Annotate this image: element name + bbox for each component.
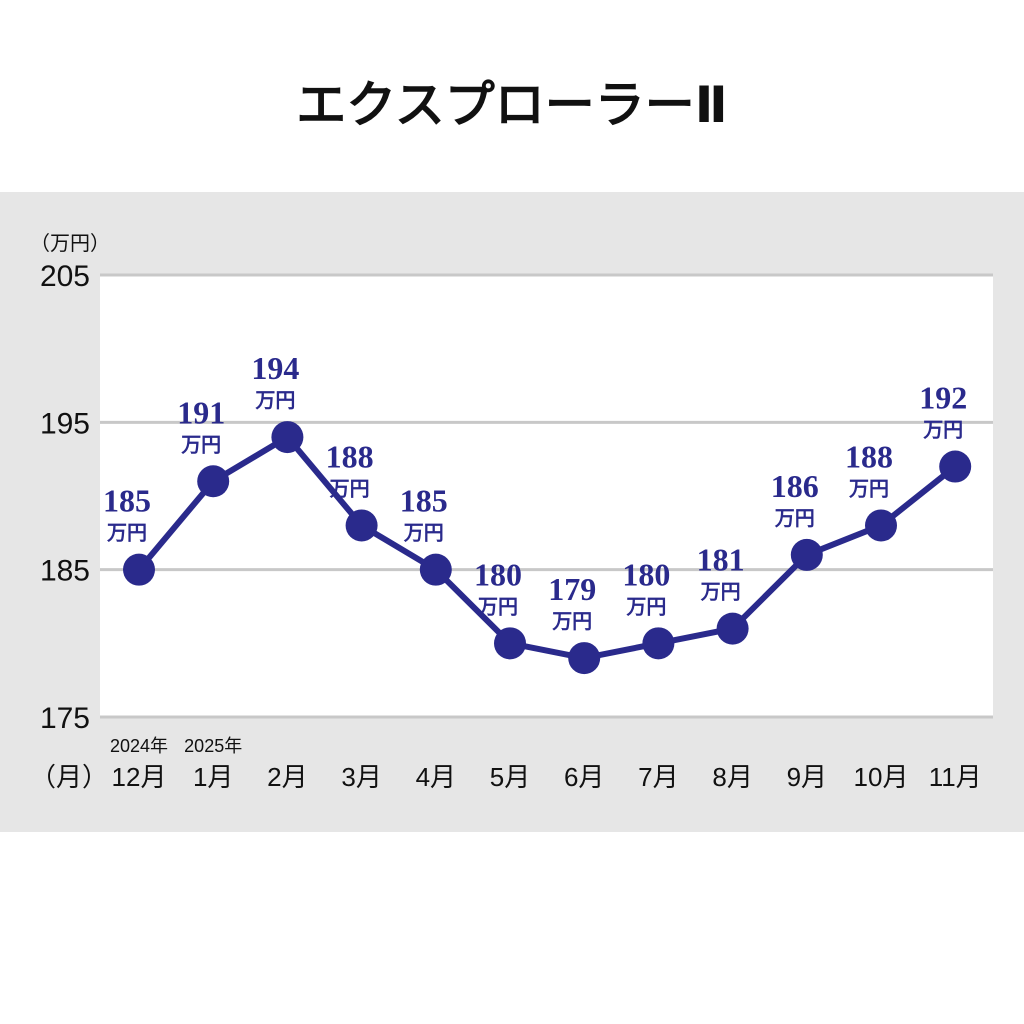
data-label-value-6: 179 (548, 571, 596, 607)
data-point-1 (197, 465, 230, 498)
data-point-8 (716, 612, 749, 645)
data-point-2 (271, 421, 304, 454)
data-label-unit-1: 万円 (180, 432, 221, 456)
data-label-value-1: 191 (177, 394, 225, 430)
y-tick-labels: 205 195 185 175 (40, 260, 90, 735)
data-label-unit-7: 万円 (625, 594, 666, 618)
y-tick-label-205: 205 (40, 260, 90, 293)
x-tick-label-8: 8月 (712, 762, 752, 792)
x-tick-label-4: 4月 (416, 762, 456, 792)
data-label-value-4: 185 (400, 483, 448, 519)
data-label-value-7: 180 (622, 556, 670, 592)
x-tick-label-11: 11月 (929, 762, 982, 792)
data-point-4 (419, 553, 452, 586)
x-tick-label-5: 5月 (490, 762, 530, 792)
data-label-value-10: 188 (845, 438, 893, 474)
data-point-11 (939, 450, 972, 483)
x-tick-label-6: 6月 (564, 762, 604, 792)
x-tick-label-9: 9月 (787, 762, 827, 792)
data-point-0 (123, 553, 155, 586)
data-label-value-3: 188 (326, 438, 374, 474)
data-label-unit-6: 万円 (551, 609, 592, 633)
y-axis-unit-label: （万円） (30, 231, 110, 255)
data-label-unit-2: 万円 (254, 388, 295, 412)
x-tick-label-7: 7月 (638, 762, 678, 792)
data-label-value-8: 181 (697, 542, 745, 578)
data-label-unit-8: 万円 (700, 580, 741, 604)
data-label-value-11: 192 (919, 380, 967, 416)
data-point-3 (345, 509, 378, 542)
data-point-10 (865, 509, 897, 542)
x-tick-labels: 12月 1月 2月 3月 4月 5月 6月 7月 8月 9月 10月 11月 2024年 2025年 (110, 736, 982, 792)
data-label-unit-0: 万円 (106, 521, 147, 545)
chart-title: エクスプローラーⅡ (296, 76, 727, 134)
data-point-6 (568, 642, 601, 675)
data-label-unit-3: 万円 (329, 476, 370, 500)
year-label-0: 2024年 (110, 736, 168, 756)
series-layer (123, 421, 972, 675)
x-tick-label-0: 12月 (112, 762, 167, 792)
data-label-unit-5: 万円 (477, 594, 518, 618)
y-tick-label-175: 175 (40, 702, 90, 735)
data-point-7 (642, 627, 675, 660)
x-tick-label-1: 1月 (193, 762, 233, 792)
plot-area (100, 275, 993, 717)
year-label-1: 2025年 (184, 736, 242, 756)
data-label-value-2: 194 (251, 350, 299, 386)
data-label-unit-4: 万円 (403, 521, 444, 545)
y-tick-label-195: 195 (40, 407, 90, 440)
data-label-unit-9: 万円 (774, 506, 815, 530)
data-label-value-5: 180 (474, 556, 522, 592)
x-tick-label-3: 3月 (341, 762, 381, 792)
x-tick-label-2: 2月 (267, 762, 307, 792)
x-tick-label-10: 10月 (854, 762, 909, 792)
data-label-unit-11: 万円 (922, 418, 963, 442)
data-point-5 (494, 627, 526, 660)
data-point-9 (790, 538, 823, 571)
data-label-value-0: 185 (103, 483, 151, 519)
grid-layer (100, 273, 993, 719)
data-label-value-9: 186 (771, 468, 819, 504)
x-axis-unit-label: （月） (30, 762, 108, 792)
data-label-unit-10: 万円 (848, 476, 889, 500)
y-tick-label-185: 185 (40, 555, 90, 588)
